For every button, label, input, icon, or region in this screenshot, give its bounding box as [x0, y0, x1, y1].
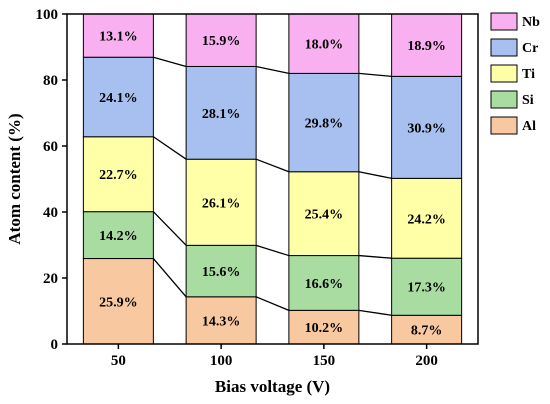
x-tick-label: 200	[415, 353, 438, 369]
y-tick-label: 0	[51, 337, 59, 353]
connector-line	[152, 258, 187, 298]
data-label: 14.3%	[202, 314, 241, 329]
bar-si-100	[185, 244, 257, 298]
bar-al-150	[288, 309, 360, 345]
x-tick-label: 150	[313, 353, 336, 369]
legend-label-cr: Cr	[522, 41, 538, 56]
y-axis-title: Atom content (%)	[5, 113, 24, 244]
y-tick-label: 80	[43, 73, 58, 89]
legend-label-nb: Nb	[522, 15, 540, 30]
bar-al-50	[82, 258, 154, 345]
bar-si-50	[82, 211, 154, 260]
legend-label-si: Si	[522, 93, 534, 108]
connector-line	[153, 56, 187, 68]
legend-swatch-al	[490, 116, 518, 135]
data-label: 25.4%	[305, 208, 344, 223]
data-label: 18.0%	[305, 38, 344, 53]
connector-line	[255, 158, 290, 173]
plot-area: 25.9% 14.2% 22.7% 24.1% 13.1% 14.3% 15.6% 26.1%…	[36, 7, 479, 369]
bar-cr-100	[185, 65, 257, 160]
y-tick-label: 40	[43, 205, 58, 221]
data-label: 17.3%	[407, 281, 446, 296]
bar-ti-150	[288, 171, 360, 257]
connector-line	[255, 65, 290, 75]
data-label: 18.9%	[407, 39, 446, 54]
data-label: 13.1%	[99, 30, 138, 45]
x-tick-label: 100	[210, 353, 233, 369]
bar-al-100	[185, 296, 257, 345]
connector-line	[255, 244, 290, 257]
data-label: 24.2%	[407, 212, 446, 227]
data-label: 26.1%	[202, 196, 241, 211]
legend-label-ti: Ti	[522, 67, 535, 82]
y-tick-label: 100	[36, 7, 59, 23]
data-label: 8.7%	[411, 324, 443, 339]
bar-al-200	[391, 314, 463, 345]
connector-line	[153, 136, 187, 160]
data-label: 25.9%	[99, 295, 138, 310]
legend-swatch-nb	[490, 12, 518, 31]
data-label: 15.9%	[202, 34, 241, 49]
bar-nb-50	[82, 13, 154, 58]
connector-line	[358, 72, 392, 78]
data-label: 14.2%	[99, 229, 138, 244]
legend: Nb Cr Ti Si Al	[490, 12, 540, 135]
x-tick-label: 50	[111, 353, 126, 369]
data-label: 15.6%	[202, 265, 241, 280]
connector-line	[358, 254, 392, 259]
data-label: 16.6%	[305, 277, 344, 292]
bar-cr-200	[391, 75, 463, 179]
connector-line	[358, 171, 392, 179]
bar-cr-50	[82, 56, 154, 138]
y-tick-label: 20	[43, 271, 58, 287]
bar-nb-200	[391, 13, 463, 77]
data-label: 10.2%	[305, 321, 344, 336]
bar-si-150	[288, 255, 360, 311]
legend-label-al: Al	[522, 119, 536, 134]
data-label: 22.7%	[99, 168, 138, 183]
bar-ti-100	[185, 158, 257, 246]
data-label: 24.1%	[99, 91, 138, 106]
y-tick-label: 60	[43, 139, 58, 155]
connector-line	[152, 211, 187, 246]
data-label: 28.1%	[202, 107, 241, 122]
legend-swatch-ti	[490, 64, 518, 83]
plot-frame	[66, 13, 479, 345]
legend-swatch-si	[490, 90, 518, 109]
bar-nb-150	[288, 13, 360, 74]
legend-swatch-cr	[490, 38, 518, 57]
connector-line	[358, 309, 392, 316]
connector-line	[255, 296, 290, 311]
data-label: 29.8%	[305, 117, 344, 132]
bar-nb-100	[185, 13, 257, 67]
bar-ti-200	[391, 177, 463, 259]
data-label: 30.9%	[407, 121, 446, 136]
x-axis-title: Bias voltage (V)	[215, 377, 330, 396]
bar-si-200	[391, 257, 463, 316]
